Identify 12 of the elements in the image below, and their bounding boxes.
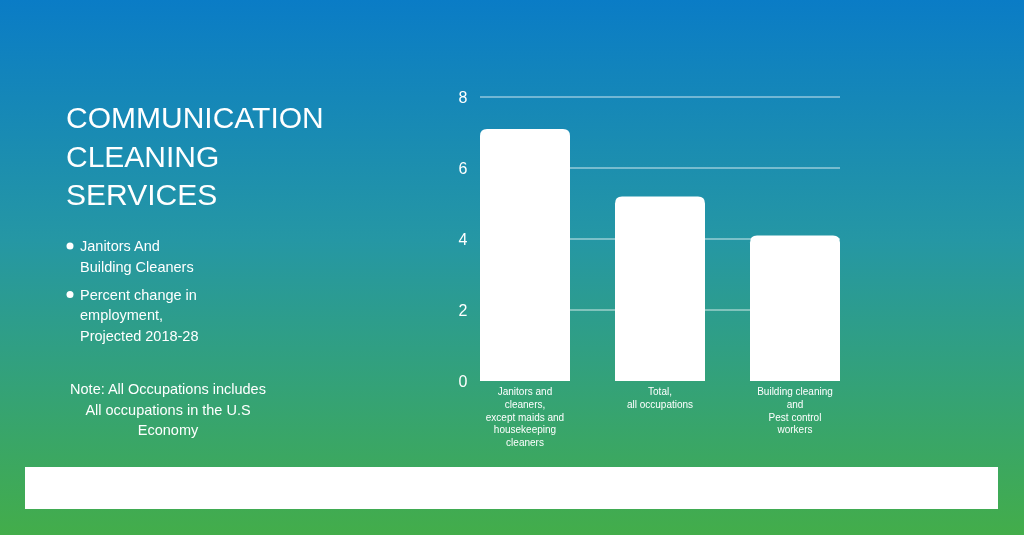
x-tick-label: Building cleaning and Pest control workers <box>757 385 833 435</box>
x-tick-label: Janitors and cleaners, except maids and housekeeping cleaners <box>485 385 565 448</box>
y-tick-label: 8 <box>458 88 468 106</box>
text: COMMUNICATION CLEANING SERVICES <box>66 100 324 211</box>
text: Percent change in employment, Projected 2018-28 <box>80 286 199 344</box>
x-tick-label: Total, all occupations <box>626 385 694 410</box>
y-tick-label: 4 <box>458 230 468 248</box>
text: Janitors And Building Cleaners <box>80 238 194 275</box>
text: Note: All Occupations includes All occupations in the U.S Economy <box>70 381 266 438</box>
y-tick-label: 6 <box>458 159 468 177</box>
y-tick-label: 0 <box>458 372 468 390</box>
y-tick-label: 2 <box>458 301 468 319</box>
